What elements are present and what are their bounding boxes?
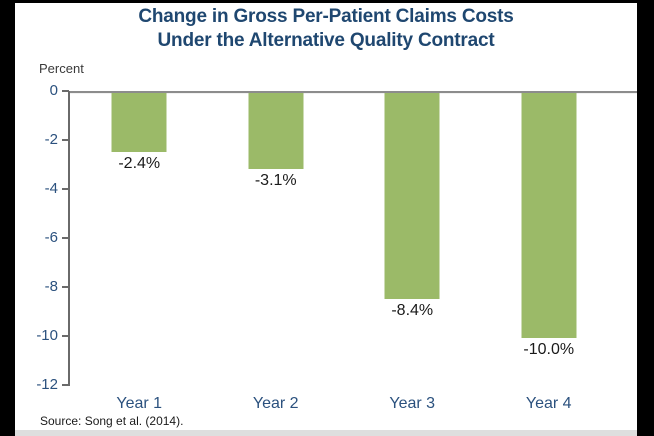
bar-year-1 bbox=[111, 93, 167, 152]
x-axis-labels: Year 1 Year 2 Year 3 Year 4 bbox=[71, 395, 617, 413]
letterbox-left-bar bbox=[0, 0, 15, 436]
bar-value-label: -3.1% bbox=[254, 171, 297, 189]
y-tick-label: 0 bbox=[49, 82, 58, 99]
bar-slot: -3.1% bbox=[208, 93, 345, 386]
letterbox-top-bar bbox=[0, 0, 654, 3]
bar-year-3 bbox=[384, 93, 440, 299]
y-axis-unit-label: Percent bbox=[39, 61, 84, 76]
bar-slot: -2.4% bbox=[71, 93, 208, 386]
zero-baseline bbox=[68, 91, 637, 94]
y-tick-mark bbox=[62, 139, 69, 141]
bar-value-label: -10.0% bbox=[523, 341, 575, 358]
x-axis-label-year-2: Year 2 bbox=[252, 395, 299, 412]
chart-title-line1: Change in Gross Per-Patient Claims Costs bbox=[138, 6, 514, 27]
x-axis-label-year-3: Year 3 bbox=[389, 395, 436, 412]
y-tick-label: -2 bbox=[44, 131, 58, 148]
y-tick-label: -6 bbox=[44, 229, 58, 246]
y-tick-mark bbox=[62, 384, 69, 386]
y-tick-mark bbox=[62, 90, 69, 92]
plot-area: -2.4% -3.1% -8.4% -10.0% bbox=[71, 93, 617, 386]
bar-value-label: -8.4% bbox=[391, 301, 434, 319]
y-tick-label: -8 bbox=[44, 278, 58, 295]
y-tick-mark bbox=[62, 237, 69, 239]
y-tick-mark bbox=[62, 286, 69, 288]
bar-slot: -8.4% bbox=[344, 93, 481, 386]
bar-year-2 bbox=[248, 93, 304, 169]
y-tick-mark bbox=[62, 335, 69, 337]
chart-title-line2: Under the Alternative Quality Contract bbox=[157, 30, 495, 51]
y-tick-mark bbox=[62, 188, 69, 190]
x-axis-label-year-1: Year 1 bbox=[116, 395, 163, 412]
letterbox-right-bar bbox=[637, 0, 654, 436]
bar-slot: -10.0% bbox=[481, 93, 618, 386]
chart-title: Change in Gross Per-Patient Claims Costs… bbox=[15, 5, 637, 53]
y-tick-label: -10 bbox=[36, 327, 58, 344]
y-tick-label: -4 bbox=[44, 180, 58, 197]
bar-value-label: -2.4% bbox=[118, 154, 161, 172]
video-player-strip[interactable] bbox=[15, 430, 637, 436]
bar-year-4 bbox=[521, 93, 577, 338]
source-note: Source: Song et al. (2014). bbox=[40, 414, 184, 428]
y-axis-line bbox=[68, 91, 70, 386]
x-axis-label-year-4: Year 4 bbox=[525, 395, 572, 412]
y-tick-label: -12 bbox=[36, 376, 58, 393]
